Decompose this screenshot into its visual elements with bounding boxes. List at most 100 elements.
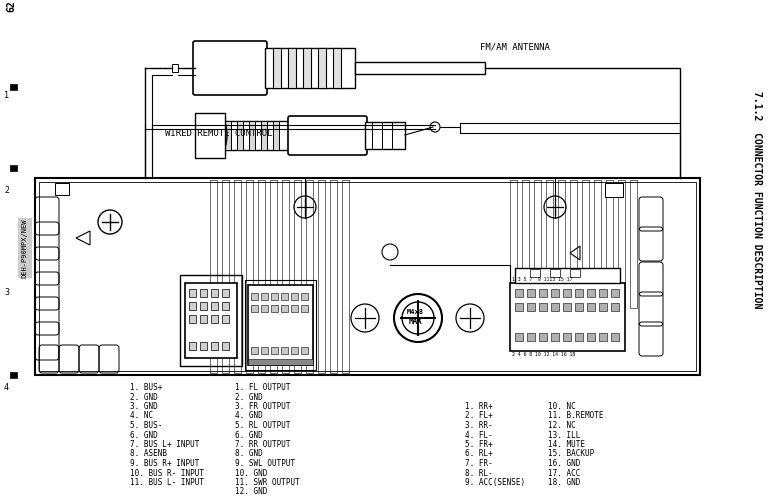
Bar [546,180,553,308]
Text: 9. SWL OUTPUT: 9. SWL OUTPUT [235,459,295,468]
Bar [281,293,288,300]
Text: 18. GND: 18. GND [548,478,581,487]
Bar [515,289,523,297]
Bar [551,289,559,297]
Bar [599,289,607,297]
Bar [551,303,559,311]
Text: 16. GND: 16. GND [548,459,581,468]
Text: 6. GND: 6. GND [235,431,263,439]
Bar [291,305,298,312]
Text: 6. RL+: 6. RL+ [465,449,493,458]
Bar [200,342,207,350]
Bar [558,180,565,308]
Bar [10,372,17,378]
Text: 5. BUS-: 5. BUS- [130,421,162,430]
Text: 1 3 5 7  9 1113 15 17: 1 3 5 7 9 1113 15 17 [512,277,572,282]
Ellipse shape [213,118,227,152]
Text: 1: 1 [4,91,9,100]
Text: 2. GND: 2. GND [130,392,157,401]
Text: 3. GND: 3. GND [130,402,157,411]
Bar [237,121,243,150]
Bar [530,269,540,277]
Text: 5. RL OUTPUT: 5. RL OUTPUT [235,421,290,430]
Bar [189,289,196,297]
Bar [599,333,607,341]
Text: 9. ACC(SENSE): 9. ACC(SENSE) [465,478,525,487]
Bar [515,268,620,283]
Bar [515,333,523,341]
Bar [534,180,541,308]
Text: 8. GND: 8. GND [235,449,263,458]
Bar [510,283,625,351]
Text: 13. ILL: 13. ILL [548,431,581,439]
Bar [587,303,595,311]
Bar [265,48,355,88]
Bar [10,84,17,90]
Bar [618,180,625,308]
Bar [273,121,279,150]
Bar [333,48,341,88]
Bar [527,303,535,311]
Bar [288,48,296,88]
Bar [515,303,523,311]
Bar [282,180,289,373]
Bar [294,180,301,373]
Text: 8. ASENB: 8. ASENB [130,449,167,458]
Text: 7. RR OUTPUT: 7. RR OUTPUT [235,440,290,449]
Bar [251,293,258,300]
Text: 8. RL-: 8. RL- [465,469,493,478]
FancyBboxPatch shape [288,116,367,155]
Text: 7. FR-: 7. FR- [465,459,493,468]
Bar [210,180,217,373]
Text: 10. GND: 10. GND [235,469,267,478]
Bar [522,180,529,308]
Text: M4x8: M4x8 [407,309,424,315]
Text: 2. GND: 2. GND [235,392,263,401]
Bar [630,180,637,308]
Bar [575,303,583,311]
Text: 2. FL+: 2. FL+ [465,412,493,421]
Bar [249,121,255,150]
Bar [10,165,17,171]
Bar [582,180,589,308]
Bar [39,182,696,371]
Text: 12. NC: 12. NC [548,421,576,430]
Bar [575,333,583,341]
Bar [271,305,278,312]
Bar [251,305,258,312]
FancyBboxPatch shape [193,41,267,95]
Bar [587,289,595,297]
Text: 14. MUTE: 14. MUTE [548,440,585,449]
Text: 1. RR+: 1. RR+ [465,402,493,411]
Bar [270,180,277,373]
Bar [611,333,619,341]
Bar [189,342,196,350]
Text: 12. GND: 12. GND [235,488,267,496]
Bar [301,305,308,312]
Bar [222,289,229,297]
Bar [211,289,218,297]
Text: 7.1.2  CONNECTOR FUNCTION DESCRIPTION: 7.1.2 CONNECTOR FUNCTION DESCRIPTION [752,91,762,309]
Bar [539,333,547,341]
Bar [222,342,229,350]
Text: 6. GND: 6. GND [130,431,157,439]
Bar [587,333,595,341]
Bar [222,180,229,373]
Bar [281,305,288,312]
Bar [551,333,559,341]
Text: 11. B.REMOTE: 11. B.REMOTE [548,412,604,421]
Bar [539,303,547,311]
Bar [222,315,229,323]
Bar [550,269,560,277]
Text: 4. GND: 4. GND [235,412,263,421]
Bar [200,315,207,323]
Bar [611,289,619,297]
Text: DEH-P90MPX/NEW: DEH-P90MPX/NEW [22,218,28,278]
Bar [306,180,313,373]
Text: FM/AM ANTENNA: FM/AM ANTENNA [480,43,550,52]
Bar [251,347,258,354]
Bar [258,180,265,373]
Bar [273,48,281,88]
Bar [189,315,196,323]
Bar [355,62,485,74]
